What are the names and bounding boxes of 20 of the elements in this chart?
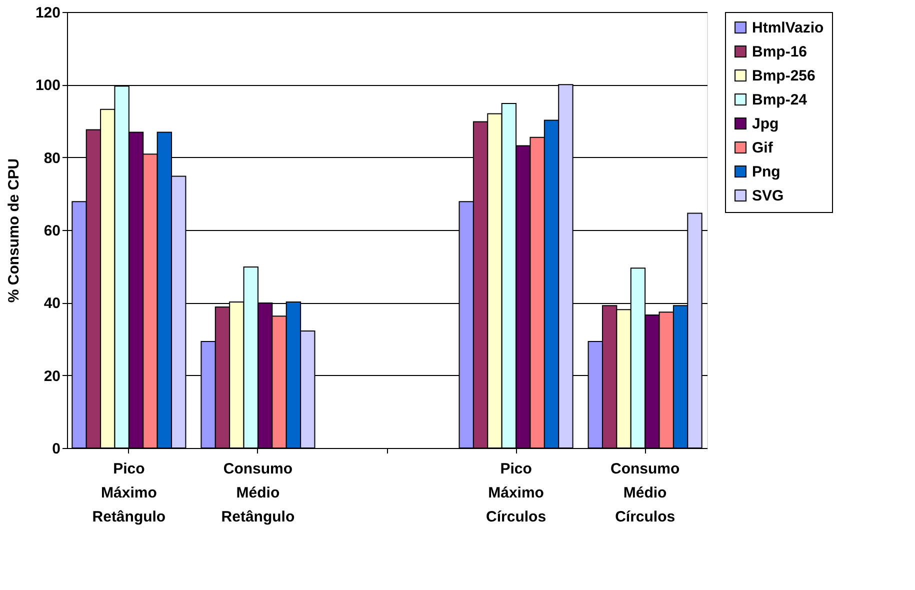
y-tick-label: 100	[35, 77, 60, 94]
y-tick-label: 80	[44, 150, 60, 167]
legend-label: HtmlVazio	[752, 20, 824, 36]
x-tick-label: Consumo Médio Círculos	[610, 460, 680, 526]
y-axis-title: % Consumo de CPU	[5, 158, 22, 303]
legend-label: Bmp-16	[752, 44, 808, 60]
legend-label: Png	[752, 164, 780, 180]
y-tick-label: 40	[44, 295, 60, 312]
legend-label: SVG	[752, 188, 784, 204]
legend-label: Jpg	[752, 116, 779, 132]
legend-label: Bmp-24	[752, 92, 808, 108]
x-tick-label: Pico Máximo Círculos	[486, 460, 546, 526]
y-tick-label: 60	[44, 222, 60, 240]
y-tick-label: 0	[52, 440, 60, 458]
legend-label: Bmp-256	[752, 68, 816, 84]
x-tick-label: Pico Máximo Retângulo	[92, 460, 166, 526]
x-tick-label: Consumo Médio Retângulo	[221, 460, 295, 526]
y-tick-label: 20	[44, 368, 60, 385]
y-tick-label: 120	[35, 4, 60, 22]
legend-label: Gif	[752, 140, 774, 156]
